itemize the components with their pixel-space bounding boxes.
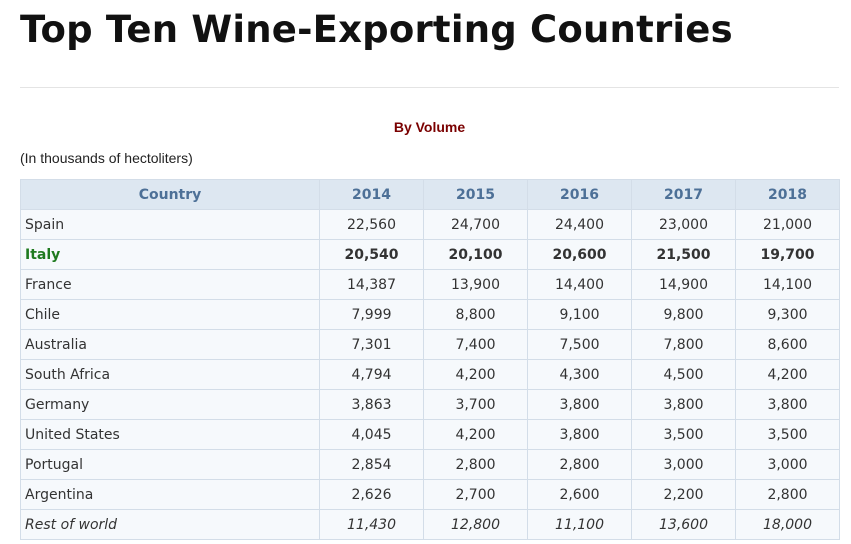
country-cell: Italy: [20, 239, 320, 270]
page-title: Top Ten Wine-Exporting Countries: [20, 8, 733, 51]
value-cell: 19,700: [735, 239, 840, 270]
value-cell: 2,200: [631, 479, 736, 510]
value-cell: 14,400: [527, 269, 632, 300]
value-cell: 2,600: [527, 479, 632, 510]
country-cell: United States: [20, 419, 320, 450]
column-header: 2015: [423, 179, 528, 210]
value-cell: 12,800: [423, 509, 528, 540]
value-cell: 9,300: [735, 299, 840, 330]
table-row: Germany 3,863 3,700 3,800 3,800 3,800: [20, 389, 840, 420]
value-cell: 20,600: [527, 239, 632, 270]
value-cell: 4,300: [527, 359, 632, 390]
divider: [20, 87, 839, 88]
value-cell: 23,000: [631, 209, 736, 240]
value-cell: 8,600: [735, 329, 840, 360]
value-cell: 4,500: [631, 359, 736, 390]
value-cell: 4,200: [423, 359, 528, 390]
value-cell: 11,430: [319, 509, 424, 540]
value-cell: 20,540: [319, 239, 424, 270]
table-row: Australia 7,301 7,400 7,500 7,800 8,600: [20, 329, 840, 360]
value-cell: 21,000: [735, 209, 840, 240]
value-cell: 7,800: [631, 329, 736, 360]
value-cell: 21,500: [631, 239, 736, 270]
column-header: 2014: [319, 179, 424, 210]
value-cell: 3,800: [527, 389, 632, 420]
value-cell: 14,387: [319, 269, 424, 300]
value-cell: 3,800: [735, 389, 840, 420]
country-cell: South Africa: [20, 359, 320, 390]
country-cell: Argentina: [20, 479, 320, 510]
value-cell: 7,999: [319, 299, 424, 330]
table-row: Chile 7,999 8,800 9,100 9,800 9,300: [20, 299, 840, 330]
value-cell: 3,700: [423, 389, 528, 420]
value-cell: 2,700: [423, 479, 528, 510]
value-cell: 24,700: [423, 209, 528, 240]
header-row: Country 2014 2015 2016 2017 2018: [20, 179, 840, 210]
table-row: South Africa 4,794 4,200 4,300 4,500 4,200: [20, 359, 840, 390]
value-cell: 11,100: [527, 509, 632, 540]
column-header: 2017: [631, 179, 736, 210]
value-cell: 2,800: [527, 449, 632, 480]
country-cell: Portugal: [20, 449, 320, 480]
note: (In thousands of hectoliters): [20, 150, 193, 166]
column-header: Country: [20, 179, 320, 210]
value-cell: 3,000: [735, 449, 840, 480]
country-cell: Rest of world: [20, 509, 320, 540]
value-cell: 4,200: [735, 359, 840, 390]
table-row: United States 4,045 4,200 3,800 3,500 3,500: [20, 419, 840, 450]
value-cell: 14,100: [735, 269, 840, 300]
value-cell: 9,100: [527, 299, 632, 330]
value-cell: 20,100: [423, 239, 528, 270]
table-row: Argentina 2,626 2,700 2,600 2,200 2,800: [20, 479, 840, 510]
value-cell: 13,900: [423, 269, 528, 300]
value-cell: 3,500: [631, 419, 736, 450]
value-cell: 3,800: [631, 389, 736, 420]
value-cell: 4,794: [319, 359, 424, 390]
table-body: Spain 22,560 24,700 24,400 23,000 21,000 Italy…: [20, 209, 840, 540]
value-cell: 3,863: [319, 389, 424, 420]
table-row: Spain 22,560 24,700 24,400 23,000 21,000: [20, 209, 840, 240]
country-cell: France: [20, 269, 320, 300]
value-cell: 2,854: [319, 449, 424, 480]
value-cell: 3,800: [527, 419, 632, 450]
value-cell: 22,560: [319, 209, 424, 240]
value-cell: 4,200: [423, 419, 528, 450]
data-table: Country 2014 2015 2016 2017 2018 Spain 22,560 2…: [20, 179, 840, 540]
value-cell: 3,000: [631, 449, 736, 480]
table-row: France 14,387 13,900 14,400 14,900 14,100: [20, 269, 840, 300]
value-cell: 14,900: [631, 269, 736, 300]
table-row: Rest of world 11,430 12,800 11,100 13,600 18,…: [20, 509, 840, 540]
value-cell: 8,800: [423, 299, 528, 330]
value-cell: 13,600: [631, 509, 736, 540]
country-cell: Germany: [20, 389, 320, 420]
value-cell: 3,500: [735, 419, 840, 450]
column-header: 2018: [735, 179, 840, 210]
value-cell: 2,626: [319, 479, 424, 510]
value-cell: 4,045: [319, 419, 424, 450]
value-cell: 18,000: [735, 509, 840, 540]
value-cell: 7,400: [423, 329, 528, 360]
value-cell: 7,500: [527, 329, 632, 360]
value-cell: 2,800: [423, 449, 528, 480]
value-cell: 7,301: [319, 329, 424, 360]
table-row: Portugal 2,854 2,800 2,800 3,000 3,000: [20, 449, 840, 480]
value-cell: 9,800: [631, 299, 736, 330]
value-cell: 2,800: [735, 479, 840, 510]
value-cell: 24,400: [527, 209, 632, 240]
country-cell: Spain: [20, 209, 320, 240]
table-row: Italy 20,540 20,100 20,600 21,500 19,700: [20, 239, 840, 270]
column-header: 2016: [527, 179, 632, 210]
country-cell: Chile: [20, 299, 320, 330]
country-cell: Australia: [20, 329, 320, 360]
subtitle: By Volume: [393, 119, 466, 135]
